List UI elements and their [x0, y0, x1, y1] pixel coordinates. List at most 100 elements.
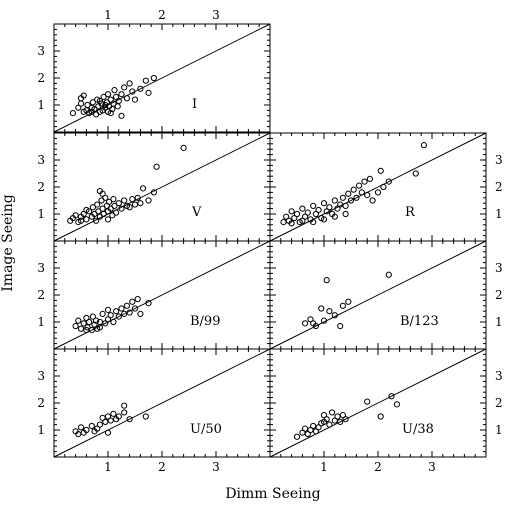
- data-point: [326, 421, 333, 428]
- data-point: [99, 190, 106, 197]
- data-point: [115, 313, 122, 320]
- data-point: [121, 84, 128, 91]
- data-point: [129, 298, 136, 305]
- y-tick-label: 2: [495, 180, 503, 194]
- data-point: [93, 217, 100, 224]
- data-point: [110, 196, 117, 203]
- data-point: [77, 325, 85, 332]
- data-point: [377, 413, 384, 420]
- data-point: [342, 416, 349, 423]
- panel-label-U38: U/38: [402, 422, 434, 437]
- y-tick-label: 1: [37, 315, 45, 329]
- data-point: [299, 205, 306, 212]
- data-point: [310, 202, 317, 209]
- data-point: [126, 309, 133, 316]
- data-point: [129, 196, 136, 203]
- data-point: [69, 110, 77, 117]
- data-point: [345, 298, 352, 305]
- data-point: [123, 95, 131, 102]
- panels-layer: 1 2 3 1 2 3 I 1 2 3 V 1 2 3 R 1 2 3 B/99 1 2 3 B/123 1 2 3 1 2 3 U/50…: [37, 8, 502, 474]
- data-point: [364, 192, 371, 199]
- data-point: [337, 201, 344, 208]
- data-point: [96, 324, 104, 331]
- data-point: [77, 424, 85, 431]
- data-point: [80, 320, 87, 327]
- data-point: [113, 209, 120, 216]
- data-point: [420, 142, 427, 149]
- data-point: [131, 96, 139, 103]
- reference-line-B99: [53, 240, 271, 350]
- x-tick-label: 3: [428, 460, 436, 474]
- data-point: [310, 422, 317, 430]
- panel-B123: 1 2 3 B/123: [269, 240, 503, 350]
- data-point: [304, 209, 311, 216]
- data-point: [145, 197, 152, 204]
- panel-label-I: I: [192, 97, 197, 112]
- data-point: [131, 201, 139, 208]
- data-point: [94, 201, 101, 208]
- data-point: [77, 95, 85, 102]
- data-point: [88, 422, 95, 430]
- data-point: [302, 320, 309, 327]
- data-point: [320, 200, 328, 207]
- data-point: [104, 429, 112, 436]
- data-point: [115, 413, 122, 420]
- y-tick-label: 1: [37, 207, 45, 221]
- data-point: [118, 91, 125, 98]
- data-point: [361, 178, 368, 185]
- panel-label-B123: B/123: [400, 314, 439, 329]
- data-point: [385, 178, 392, 185]
- data-point: [114, 103, 121, 110]
- data-point: [75, 317, 82, 324]
- data-point: [89, 313, 96, 320]
- data-point: [93, 317, 100, 324]
- data-point: [104, 216, 112, 223]
- data-point: [323, 277, 330, 284]
- data-point: [412, 170, 419, 177]
- data-point: [337, 322, 344, 330]
- data-point: [77, 217, 85, 224]
- panel-label-B99: B/99: [190, 314, 220, 329]
- data-point: [320, 317, 328, 324]
- data-point: [280, 219, 287, 226]
- data-point: [110, 410, 117, 417]
- data-point: [369, 197, 376, 204]
- reference-line-U50: [53, 348, 271, 458]
- y-tick-label: 3: [495, 261, 503, 275]
- y-tick-label: 3: [495, 369, 503, 383]
- data-point: [145, 300, 152, 307]
- data-point: [83, 216, 90, 223]
- data-point: [302, 425, 309, 432]
- data-point: [385, 271, 392, 278]
- data-point: [366, 175, 373, 182]
- y-tick-label: 1: [495, 423, 503, 437]
- data-point: [102, 101, 109, 109]
- reference-line-V: [53, 132, 271, 242]
- data-point: [111, 87, 118, 94]
- data-point: [121, 197, 128, 204]
- data-point: [137, 85, 144, 92]
- data-point: [150, 74, 157, 82]
- data-point: [137, 310, 144, 317]
- x-tick-label: 1: [104, 8, 112, 22]
- data-point: [111, 202, 118, 209]
- y-tick-label: 3: [37, 44, 45, 58]
- data-point: [113, 308, 120, 315]
- data-point: [310, 320, 317, 327]
- y-tick-label: 1: [495, 207, 503, 221]
- reference-line-R: [269, 132, 487, 242]
- x-tick-label: 3: [212, 8, 220, 22]
- data-point: [288, 208, 295, 215]
- x-tick-label: 2: [374, 460, 382, 474]
- y-tick-label: 2: [37, 71, 45, 85]
- data-point: [293, 433, 301, 440]
- reference-line-U38: [269, 348, 487, 458]
- data-point: [358, 189, 365, 196]
- data-point: [331, 312, 338, 319]
- data-point: [353, 194, 360, 201]
- data-point: [329, 409, 336, 416]
- data-point: [380, 183, 387, 191]
- x-tick-label: 2: [158, 8, 166, 22]
- data-point: [118, 112, 125, 119]
